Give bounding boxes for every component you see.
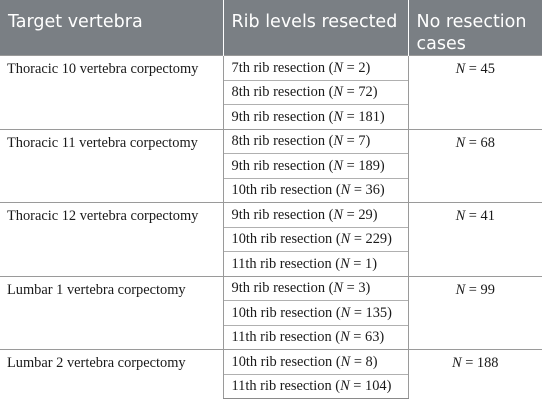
rib-level-label: 10th rib resection	[231, 231, 333, 248]
table-row: Thoracic 10 vertebra corpectomy 7th rib r…	[0, 55, 542, 129]
table-row: 9th rib resection (N = 181)	[0, 104, 542, 129]
table-row: Thoracic 11 vertebra corpectomy 8th rib r…	[0, 128, 542, 203]
rib-resection-cell: 10th rib resection (N = 135)	[222, 300, 409, 325]
rib-resection-count: 8	[365, 353, 373, 370]
target-vertebra-cell: Thoracic 10 vertebra corpectomy	[0, 55, 223, 129]
rib-level-label: 10th rib resection	[231, 304, 333, 321]
rib-resection-cell: 9th rib resection (N = 29)	[222, 202, 409, 227]
rib-level-label: 8th rib resection	[231, 84, 326, 101]
rib-resection-count: 36	[365, 182, 380, 199]
rib-level-label: 10th rib resection	[231, 353, 333, 370]
rib-resection-cell: 7th rib resection (N = 2)	[222, 55, 409, 80]
rib-resection-cell: 9th rib resection (N = 181)	[222, 104, 409, 129]
rib-resection-cell: 11th rib resection (N = 1)	[222, 251, 409, 276]
table-row: 10th rib resection (N = 229)	[0, 226, 542, 252]
rib-resection-count: 135	[365, 304, 388, 321]
table-row: 10th rib resection (N = 36)	[0, 177, 542, 203]
table-row: 11th rib resection (N = 104)	[0, 373, 542, 399]
rib-resection-table: Target vertebra Rib levels resected No r…	[0, 0, 542, 399]
rib-resection-cell: 11th rib resection (N = 104)	[222, 373, 409, 399]
table-row: Lumbar 1 vertebra corpectomy 9th rib rese…	[0, 275, 542, 350]
no-resection-cell: N = 188	[408, 349, 542, 399]
rib-resection-count: 29	[358, 206, 373, 223]
no-resection-count: 188	[476, 355, 499, 371]
target-vertebra-cell: Thoracic 11 vertebra corpectomy	[0, 128, 223, 203]
rib-resection-count: 3	[358, 280, 366, 297]
rib-resection-count: 63	[365, 329, 380, 346]
rib-level-label: 9th rib resection	[231, 157, 326, 174]
rib-resection-count: 189	[358, 157, 380, 174]
rib-resection-count: 72	[358, 84, 373, 101]
rib-resection-cell: 8th rib resection (N = 72)	[222, 79, 409, 105]
rib-level-label: 8th rib resection	[231, 133, 326, 150]
rib-resection-cell: 10th rib resection (N = 36)	[222, 177, 409, 203]
rib-level-label: 11th rib resection	[231, 329, 332, 346]
rib-resection-cell: 10th rib resection (N = 8)	[222, 349, 409, 374]
no-resection-cell: N = 45	[408, 55, 542, 129]
table-row: 9th rib resection (N = 189)	[0, 153, 542, 178]
rib-resection-count: 181	[358, 108, 380, 125]
table-row: 11th rib resection (N = 63)	[0, 324, 542, 350]
table-header: Target vertebra Rib levels resected No r…	[0, 0, 542, 56]
table-row: Lumbar 2 vertebra corpectomy 10th rib res…	[0, 349, 542, 399]
header-target-vertebra: Target vertebra	[0, 0, 224, 56]
target-vertebra-cell: Lumbar 1 vertebra corpectomy	[0, 275, 223, 350]
no-resection-cell: N = 99	[408, 275, 542, 350]
rib-level-label: 11th rib resection	[231, 255, 332, 272]
table-row: 10th rib resection (N = 135)	[0, 300, 542, 325]
table-body: Thoracic 10 vertebra corpectomy 7th rib r…	[0, 55, 542, 399]
table-row: 11th rib resection (N = 1)	[0, 251, 542, 276]
header-no-resection: No resection cases	[408, 0, 542, 56]
rib-level-label: 11th rib resection	[231, 378, 332, 395]
target-vertebra-cell: Lumbar 2 vertebra corpectomy	[0, 349, 223, 399]
rib-resection-cell: 9th rib resection (N = 189)	[222, 153, 409, 178]
rib-resection-cell: 11th rib resection (N = 63)	[222, 324, 409, 350]
table-row: Thoracic 12 vertebra corpectomy 9th rib r…	[0, 202, 542, 276]
rib-resection-count: 7	[358, 133, 366, 150]
rib-level-label: 9th rib resection	[231, 280, 326, 297]
table-row: 8th rib resection (N = 72)	[0, 79, 542, 105]
rib-resection-count: 229	[365, 231, 388, 248]
rib-level-label: 7th rib resection	[231, 59, 326, 76]
rib-resection-count: 1	[365, 255, 373, 272]
header-rib-levels: Rib levels resected	[223, 0, 409, 56]
rib-resection-cell: 10th rib resection (N = 229)	[222, 226, 409, 252]
rib-level-label: 10th rib resection	[231, 182, 333, 199]
rib-level-label: 9th rib resection	[231, 206, 326, 223]
no-resection-count: 68	[480, 134, 495, 151]
rib-resection-cell: 8th rib resection (N = 7)	[222, 128, 409, 154]
rib-level-label: 9th rib resection	[231, 108, 326, 125]
rib-resection-count: 2	[358, 59, 366, 76]
no-resection-cell: N = 68	[408, 128, 542, 203]
no-resection-count: 45	[480, 61, 495, 77]
no-resection-count: 41	[480, 208, 495, 224]
rib-resection-count: 104	[365, 378, 387, 395]
rib-resection-cell: 9th rib resection (N = 3)	[222, 275, 409, 301]
target-vertebra-cell: Thoracic 12 vertebra corpectomy	[0, 202, 223, 276]
no-resection-count: 99	[480, 281, 495, 298]
no-resection-cell: N = 41	[408, 202, 542, 276]
